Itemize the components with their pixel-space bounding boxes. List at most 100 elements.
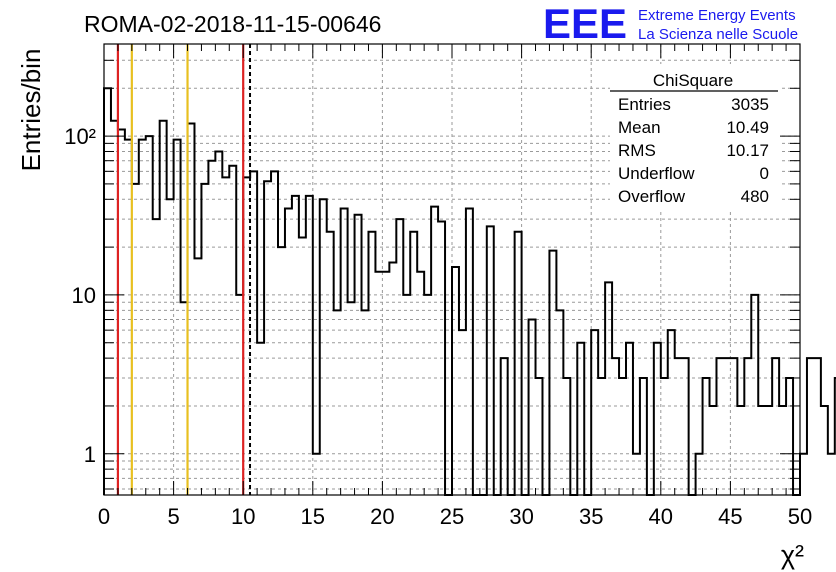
stats-box: ChiSquare Entries 3035 Mean 10.49 RMS 10.17 Un… <box>610 64 780 212</box>
stats-row-label: Mean <box>618 118 661 137</box>
histogram-bin <box>153 219 160 495</box>
histogram-bin <box>598 378 605 495</box>
histogram-bin <box>320 199 327 495</box>
x-tick-label: 10 <box>231 504 255 529</box>
y-tick-label: 1 <box>84 442 96 467</box>
histogram-bin <box>264 181 271 495</box>
histogram-bin <box>396 219 403 495</box>
histogram-bin <box>201 184 208 495</box>
stats-row-value: 3035 <box>731 95 769 114</box>
histogram-bin <box>452 267 459 495</box>
x-tick-label: 45 <box>718 504 742 529</box>
stats-row-value: 10.49 <box>726 118 769 137</box>
logo-line-2: La Scienza nelle Scuole <box>638 26 798 43</box>
y-tick-label: 10 <box>72 283 96 308</box>
histogram-bin <box>208 161 215 495</box>
histogram-bin <box>515 232 522 495</box>
histogram-bin <box>215 151 222 495</box>
histogram-bin <box>431 207 438 495</box>
histogram-bin <box>661 378 668 495</box>
histogram-bin <box>139 140 146 495</box>
histogram-bin <box>737 406 744 495</box>
histogram-bin <box>556 310 563 495</box>
histogram-bin <box>174 140 181 495</box>
histogram-bin <box>368 232 375 495</box>
histogram-bin <box>278 247 285 495</box>
stats-row-label: Overflow <box>618 187 686 206</box>
histogram-bin <box>765 406 772 495</box>
histogram-bin <box>744 358 751 495</box>
histogram-bin <box>417 272 424 495</box>
histogram-bin <box>577 343 584 495</box>
histogram-bin <box>299 237 306 495</box>
histogram-bin <box>327 232 334 495</box>
histogram-bin <box>104 88 111 495</box>
y-tick-label: 10² <box>64 124 96 149</box>
histogram-bin <box>703 378 710 495</box>
histogram-bin <box>424 295 431 495</box>
histogram-bin <box>355 215 362 495</box>
histogram-bin <box>716 358 723 495</box>
histogram-bin <box>696 454 703 495</box>
histogram-bin <box>375 272 382 495</box>
stats-row-value: 480 <box>741 187 769 206</box>
histogram-bin <box>222 177 229 495</box>
histogram-bin <box>438 221 445 495</box>
stats-title: ChiSquare <box>653 71 733 90</box>
histogram-bin <box>591 330 598 495</box>
y-axis-label: Entries/bin <box>16 49 46 172</box>
histogram-bin <box>710 406 717 495</box>
histogram-bin <box>306 196 313 495</box>
histogram-bin <box>654 343 661 495</box>
histogram-bin <box>341 209 348 495</box>
histogram-bin <box>459 330 466 495</box>
histogram-bin <box>382 272 389 495</box>
chart-title: ROMA-02-2018-11-15-00646 <box>84 11 381 37</box>
histogram-bin <box>250 171 257 495</box>
histogram-bin <box>271 171 278 495</box>
histogram-bin <box>751 295 758 495</box>
histogram-bin <box>758 406 765 495</box>
histogram-bin <box>828 454 835 495</box>
histogram-bin <box>549 251 556 495</box>
x-tick-label: 35 <box>579 504 603 529</box>
histogram-bin <box>403 295 410 495</box>
histogram-bin <box>410 232 417 495</box>
histogram-bin <box>167 199 174 495</box>
histogram-bin <box>529 320 536 495</box>
histogram-bin <box>313 454 320 495</box>
stats-row-label: RMS <box>618 141 656 160</box>
histogram-bin <box>814 358 821 495</box>
eee-logo: EEE Extreme Energy Events La Scienza nel… <box>543 0 798 47</box>
histogram-bin <box>605 282 612 495</box>
histogram-bin <box>723 358 730 495</box>
histogram-bin <box>612 358 619 495</box>
histogram-bin <box>362 310 369 495</box>
histogram-bin <box>786 378 793 495</box>
x-tick-label: 30 <box>509 504 533 529</box>
x-tick-label: 20 <box>370 504 394 529</box>
histogram-bin <box>229 166 236 495</box>
histogram-bin <box>501 358 508 495</box>
x-tick-label: 25 <box>440 504 464 529</box>
stats-row-label: Underflow <box>618 164 695 183</box>
x-tick-label: 0 <box>98 504 110 529</box>
logo-line-1: Extreme Energy Events <box>638 7 796 24</box>
histogram-bin <box>682 358 689 495</box>
histogram-bin <box>619 378 626 495</box>
histogram-bin <box>626 343 633 495</box>
histogram-bin <box>466 209 473 495</box>
histogram-bin <box>146 136 153 495</box>
histogram-bin <box>668 330 675 495</box>
histogram-bin <box>563 378 570 495</box>
stats-row-label: Entries <box>618 95 671 114</box>
histogram-bin <box>779 406 786 495</box>
x-axis-label: χ² <box>781 540 804 570</box>
marker-lines <box>116 44 252 495</box>
histogram-bin <box>536 378 543 495</box>
histogram-bin <box>334 310 341 495</box>
x-tick-label: 5 <box>167 504 179 529</box>
histogram-bin <box>675 358 682 495</box>
histogram-bin <box>389 263 396 495</box>
